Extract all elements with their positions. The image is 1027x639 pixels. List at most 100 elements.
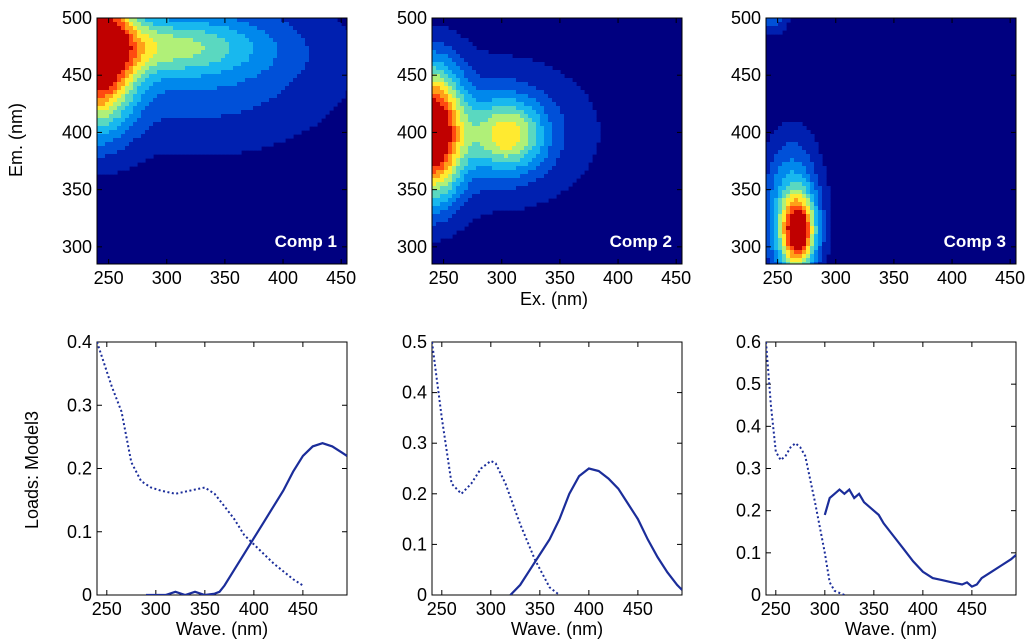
heatmap-cell: [440, 70, 445, 75]
heatmap-cell: [516, 150, 521, 155]
heatmap-cell: [173, 94, 178, 99]
heatmap-cell: [584, 102, 589, 107]
heatmap-cell: [217, 150, 222, 155]
heatmap-cell: [476, 50, 481, 55]
heatmap-cell: [261, 42, 266, 47]
heatmap-cell: [153, 106, 158, 111]
heatmap-cell: [237, 66, 242, 71]
heatmap-cell: [237, 46, 242, 51]
heatmap-ytick-label: 400: [397, 122, 427, 142]
heatmap-cell: [802, 174, 807, 179]
heatmap-cell: [133, 86, 138, 91]
heatmap-cell: [436, 98, 441, 103]
heatmap-cell: [464, 98, 469, 103]
heatmap-cell: [818, 178, 823, 183]
heatmap-cell: [822, 186, 827, 191]
heatmap-cell: [281, 50, 286, 55]
heatmap-cell: [766, 190, 771, 195]
heatmap-cell: [289, 66, 294, 71]
heatmap-cell: [237, 134, 242, 139]
heatmap-cell: [277, 118, 282, 123]
heatmap-cell: [149, 22, 154, 27]
heatmap-cell: [576, 158, 581, 163]
heatmap-cell: [504, 58, 509, 63]
heatmap-cell: [468, 174, 473, 179]
heatmap-cell: [153, 18, 158, 23]
heatmap-cell: [460, 82, 465, 87]
heatmap-cell: [305, 106, 310, 111]
heatmap-cell: [297, 74, 302, 79]
heatmap-cell: [229, 26, 234, 31]
heatmap-cell: [492, 110, 497, 115]
heatmap-cell: [221, 106, 226, 111]
heatmap-cell: [213, 66, 218, 71]
heatmap-cell: [544, 166, 549, 171]
heatmap-ytick-label: 350: [397, 180, 427, 200]
heatmap-cell: [782, 130, 787, 135]
heatmap-cell: [193, 26, 198, 31]
heatmap-cell: [468, 214, 473, 219]
heatmap-cell: [329, 38, 334, 43]
heatmap-cell: [117, 138, 122, 143]
heatmap-cell: [129, 118, 134, 123]
heatmap-cell: [528, 142, 533, 147]
heatmap-cell: [532, 126, 537, 131]
heatmap-cell: [810, 166, 815, 171]
heatmap-cell: [317, 50, 322, 55]
heatmap-cell: [444, 114, 449, 119]
heatmap-cell: [798, 186, 803, 191]
heatmap-cell: [297, 70, 302, 75]
heatmap-cell: [205, 82, 210, 87]
heatmap-cell: [137, 22, 142, 27]
heatmap-cell: [456, 114, 461, 119]
heatmap-cell: [584, 162, 589, 167]
heatmap-cell: [193, 110, 198, 115]
heatmap-cell: [309, 26, 314, 31]
heatmap-cell: [484, 110, 489, 115]
heatmap-cell: [532, 114, 537, 119]
heatmap-cell: [790, 182, 795, 187]
heatmap-cell: [257, 86, 262, 91]
heatmap-cell: [213, 74, 218, 79]
heatmap-cell: [305, 82, 310, 87]
heatmap-cell: [329, 74, 334, 79]
heatmap-cell: [568, 138, 573, 143]
heatmap-cell: [540, 122, 545, 127]
heatmap-cell: [337, 30, 342, 35]
heatmap-cell: [189, 78, 194, 83]
heatmap-cell: [225, 26, 230, 31]
heatmap-cell: [778, 170, 783, 175]
heatmap-cell: [181, 22, 186, 27]
heatmap-cell: [556, 78, 561, 83]
heatmap-cell: [552, 186, 557, 191]
heatmap-cell: [504, 98, 509, 103]
heatmap-cell: [432, 206, 437, 211]
heatmap-axes-frame-2: [431, 17, 683, 265]
heatmap-xtick-label: 350: [879, 268, 909, 288]
heatmap-cell: [548, 74, 553, 79]
heatmap-cell: [560, 182, 565, 187]
heatmap-cell: [492, 134, 497, 139]
heatmap-cell: [496, 118, 501, 123]
heatmap-cell: [285, 38, 290, 43]
heatmap-cell: [125, 146, 130, 151]
heatmap-cell: [444, 70, 449, 75]
heatmap-cell: [181, 66, 186, 71]
heatmap-cell: [301, 118, 306, 123]
heatmap-cell: [436, 70, 441, 75]
heatmap-cell: [121, 122, 126, 127]
heatmap-cell: [790, 262, 795, 264]
heatmap-cell: [257, 62, 262, 67]
top-xlabel: Ex. (nm): [520, 289, 588, 309]
heatmap-cell: [233, 118, 238, 123]
heatmap-cell: [153, 118, 158, 123]
heatmap-cell: [333, 86, 338, 91]
heatmap-cell: [548, 166, 553, 171]
heatmap-cell: [217, 26, 222, 31]
heatmap-cell: [508, 102, 513, 107]
heatmap-cell: [273, 50, 278, 55]
heatmap-cell: [476, 150, 481, 155]
heatmap-cell: [313, 38, 318, 43]
heatmap-cell: [169, 70, 174, 75]
heatmap-cell: [169, 38, 174, 43]
